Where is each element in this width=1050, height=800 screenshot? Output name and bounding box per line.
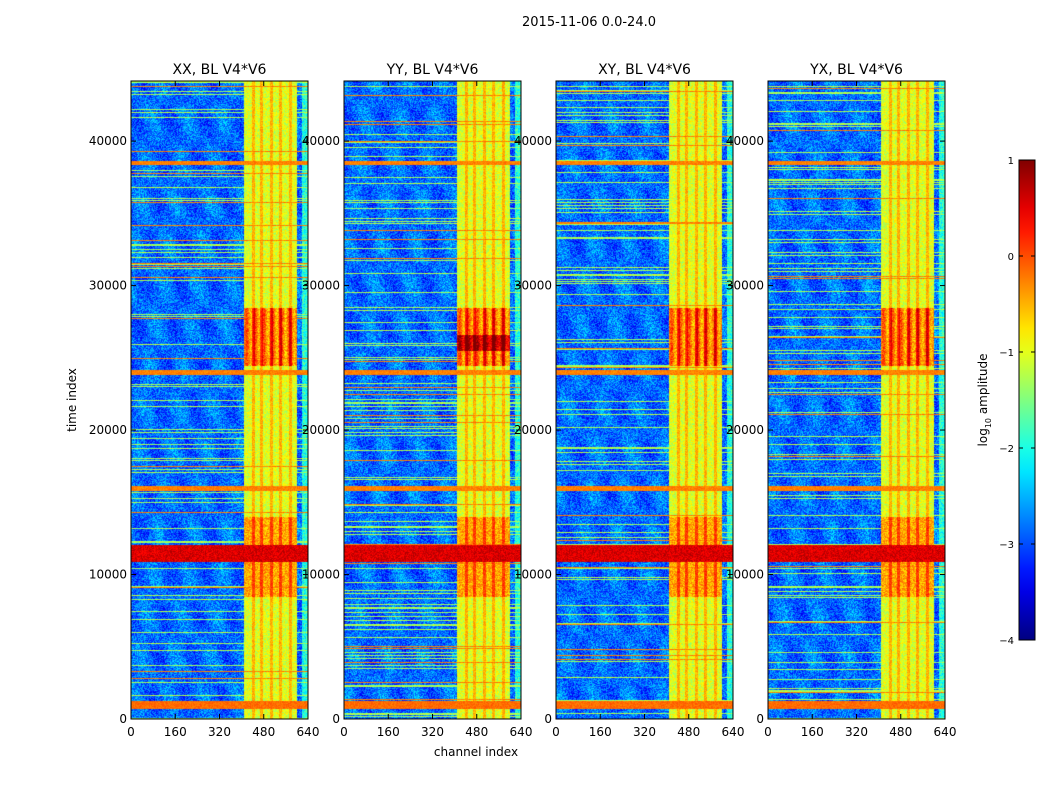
colorbar-label: log10 amplitude: [976, 354, 993, 447]
x-tick-label: 320: [845, 725, 868, 739]
colorbar: 10−1−2−3−4 log10 amplitude: [976, 156, 1036, 647]
y-tick-label: 20000: [89, 423, 127, 437]
x-tick-label: 640: [297, 725, 320, 739]
x-tick-label: 320: [633, 725, 656, 739]
x-tick-label: 480: [677, 725, 700, 739]
y-tick-label: 10000: [514, 568, 552, 582]
panel-title: XY, BL V4*V6: [598, 62, 691, 78]
y-tick-label: 30000: [514, 279, 552, 293]
y-tick-label: 0: [119, 712, 127, 726]
y-tick-label: 10000: [726, 568, 764, 582]
x-tick-label: 320: [208, 725, 231, 739]
x-axis-label: channel index: [434, 745, 518, 759]
x-tick-label: 320: [421, 725, 444, 739]
colorbar-label-suffix: amplitude: [976, 354, 990, 418]
x-tick-label: 160: [589, 725, 612, 739]
panel-title: XX, BL V4*V6: [173, 62, 267, 78]
heatmap-image: [768, 81, 945, 719]
panel-1: YY, BL V4*V6 0 160 320 480 640 0 10000 20000 3000…: [302, 62, 533, 739]
colorbar-tick-label: −4: [999, 636, 1014, 647]
x-tick-label: 640: [934, 725, 957, 739]
x-tick-label: 160: [164, 725, 187, 739]
y-tick-label: 10000: [89, 568, 127, 582]
colorbar-gradient: [1018, 159, 1036, 641]
x-tick-label: 0: [340, 725, 348, 739]
x-tick-label: 160: [377, 725, 400, 739]
colorbar-ticks: 1 0 −1 −2 −3 −4: [999, 156, 1035, 647]
y-tick-label: 40000: [89, 134, 127, 148]
colorbar-tick-label: −2: [999, 444, 1014, 455]
y-tick-label: 10000: [302, 568, 340, 582]
y-tick-label: 30000: [89, 279, 127, 293]
y-tick-label: 20000: [514, 423, 552, 437]
colorbar-tick-label: −3: [999, 540, 1014, 551]
panel-group: XX, BL V4*V6 0 160 320 480 640 0 10000 20000 3000…: [89, 62, 957, 739]
y-tick-label: 30000: [726, 279, 764, 293]
panel-2: XY, BL V4*V6 0 160 320 480 640 0 10000 20000 3000…: [514, 62, 745, 739]
panel-title: YY, BL V4*V6: [386, 62, 479, 78]
y-tick-label: 0: [544, 712, 552, 726]
x-tick-label: 640: [722, 725, 745, 739]
y-tick-label: 0: [332, 712, 340, 726]
x-tick-label: 480: [465, 725, 488, 739]
heatmap-image: [131, 81, 308, 719]
panel-0: XX, BL V4*V6 0 160 320 480 640 0 10000 20000 3000…: [89, 62, 320, 739]
colorbar-tick-label: 0: [1008, 252, 1014, 263]
colorbar-label-prefix: log: [976, 428, 990, 446]
heatmap-image: [344, 81, 521, 719]
x-tick-label: 0: [764, 725, 772, 739]
heatmap-image: [556, 81, 733, 719]
y-tick-label: 0: [756, 712, 764, 726]
colorbar-tick-label: −1: [999, 348, 1014, 359]
y-tick-label: 40000: [514, 134, 552, 148]
x-tick-label: 0: [552, 725, 560, 739]
x-tick-label: 480: [252, 725, 275, 739]
panel-title: YX, BL V4*V6: [809, 62, 903, 78]
x-tick-label: 0: [127, 725, 135, 739]
y-axis-label: time index: [65, 368, 79, 432]
y-tick-label: 20000: [726, 423, 764, 437]
colorbar-label-sub: 10: [984, 418, 993, 428]
x-tick-label: 160: [801, 725, 824, 739]
figure-title: 2015-11-06 0.0-24.0: [522, 15, 656, 30]
y-tick-label: 20000: [302, 423, 340, 437]
x-tick-label: 480: [889, 725, 912, 739]
panel-3: YX, BL V4*V6 0 160 320 480 640 0 10000 20000 3000…: [726, 62, 957, 739]
y-tick-label: 40000: [302, 134, 340, 148]
y-tick-label: 30000: [302, 279, 340, 293]
y-tick-label: 40000: [726, 134, 764, 148]
colorbar-tick-label: 1: [1008, 156, 1014, 167]
x-tick-label: 640: [510, 725, 533, 739]
